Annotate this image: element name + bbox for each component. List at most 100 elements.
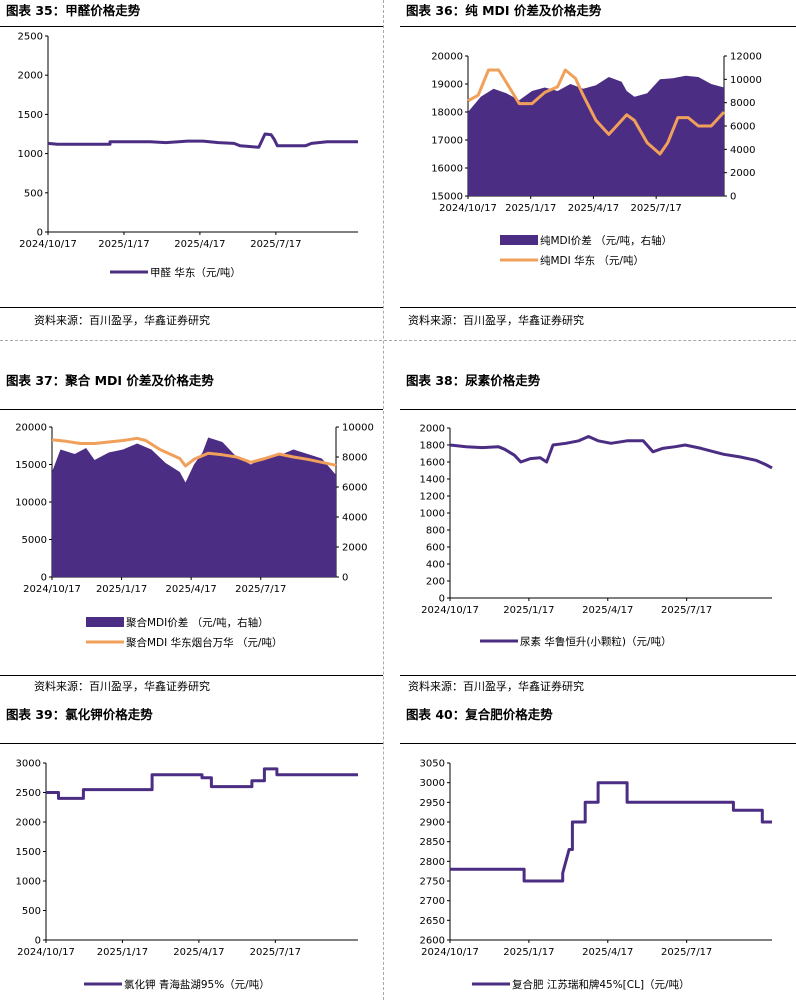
y-tick-label: 16000: [431, 164, 463, 175]
y-right-tick-label: 10000: [730, 75, 762, 86]
series-line-0: [46, 767, 358, 800]
chart-title: 图表 38：尿素价格走势: [406, 373, 541, 388]
y-tick-label: 1000: [420, 509, 445, 520]
legend-swatch: [500, 235, 538, 245]
x-tick-label: 2024/10/17: [421, 605, 479, 616]
chart-svg: 0 500 1000 1500 2000 2500 3000 2024/10/17 2025/1…: [16, 759, 358, 991]
x-tick-label: 2025/7/17: [250, 947, 301, 958]
y-right-tick-label: 4000: [730, 145, 755, 156]
x-tick-label: 2024/10/17: [19, 239, 77, 250]
chart-svg: 0 5000 10000 15000 20000 0 2000 4000 6000 8000 100…: [15, 423, 374, 650]
chart-svg: 0 200 400 600 800 1000 1200 1400 1600 1800 2000 202…: [420, 424, 773, 648]
y-tick-label: 1800: [420, 441, 445, 452]
y-tick-label: 15000: [431, 192, 463, 203]
panel-chart-35: 图表 35：甲醛价格走势 0 500 1000 1500 2000 2500 2024/10…: [0, 0, 383, 340]
x-tick-label: 2025/7/17: [250, 239, 301, 250]
x-tick-label: 2024/10/17: [23, 584, 81, 595]
y-tick-label: 500: [22, 906, 41, 917]
y-tick-label: 1500: [18, 110, 43, 121]
chart-title: 图表 35：甲醛价格走势: [6, 3, 141, 18]
x-tick-label: 2025/1/17: [505, 203, 556, 214]
y-tick-label: 5000: [22, 535, 47, 546]
series-area-0: [468, 75, 724, 196]
y-tick-label: 1400: [420, 475, 445, 486]
y-tick-label: 0: [439, 594, 445, 605]
y-tick-label: 1500: [16, 847, 41, 858]
title-rule: [0, 743, 383, 744]
y-right-tick-label: 10000: [342, 423, 374, 434]
y-tick-label: 1600: [420, 458, 445, 469]
chart-body: 0 5000 10000 15000 20000 0 2000 4000 6000 8000 100…: [15, 423, 374, 650]
x-tick-label: 2025/4/17: [166, 584, 217, 595]
y-tick-label: 1000: [16, 877, 41, 888]
chart-body: 0 500 1000 1500 2000 2500 2024/10/17 2025/1/17 2…: [18, 32, 358, 279]
chart-title: 图表 36：纯 MDI 价差及价格走势: [406, 3, 602, 18]
y-tick-label: 2600: [420, 936, 445, 947]
series-line-1: [51, 436, 337, 468]
legend-label: 复合肥 江苏瑞和牌45%[CL]（元/吨）: [512, 978, 690, 991]
y-tick-label: 2700: [420, 896, 445, 907]
source-note: 资料来源：百川盈孚，华鑫证券研究: [408, 680, 584, 693]
y-tick-label: 3050: [420, 759, 445, 770]
y-tick-label: 3000: [420, 778, 445, 789]
y-tick-label: 15000: [15, 460, 47, 471]
legend-label: 聚合MDI 华东烟台万华 （元/吨）: [126, 636, 282, 649]
legend-label: 甲醛 华东（元/吨）: [150, 266, 241, 279]
chart-svg: 2600 2650 2700 2750 2800 2850 2900 2950 3000 3050…: [420, 759, 772, 991]
y-tick-label: 2000: [420, 424, 445, 435]
x-tick-label: 2025/1/17: [97, 947, 148, 958]
panel-chart-39: 图表 39：氯化钾价格走势 0 500 1000 1500 2000 2500 3000 20…: [0, 704, 383, 1000]
y-tick-label: 1200: [420, 492, 445, 503]
y-right-tick-label: 6000: [342, 483, 367, 494]
chart-title: 图表 39：氯化钾价格走势: [6, 707, 153, 722]
chart-title: 图表 40：复合肥价格走势: [406, 707, 553, 722]
title-rule: [400, 409, 796, 410]
panel-chart-37: 图表 37：聚合 MDI 价差及价格走势 0 5000 10000 15000 2000…: [0, 370, 383, 700]
y-right-tick-label: 2000: [730, 168, 755, 179]
x-tick-label: 2025/4/17: [174, 239, 225, 250]
chart-svg: 15000 16000 17000 18000 19000 20000 0 2000 4000 6…: [431, 52, 762, 268]
x-tick-label: 2024/10/17: [439, 203, 497, 214]
y-tick-label: 2850: [420, 837, 445, 848]
y-tick-label: 2500: [16, 788, 41, 799]
panel-chart-40: 图表 40：复合肥价格走势 2600 2650 2700 2750 2800 2850 29…: [400, 704, 796, 1000]
source-note: 资料来源：百川盈孚，华鑫证券研究: [34, 680, 210, 693]
x-tick-label: 2025/4/17: [568, 203, 619, 214]
y-right-tick-label: 12000: [730, 52, 762, 63]
y-right-tick-label: 2000: [342, 543, 367, 554]
x-tick-label: 2025/1/17: [96, 584, 147, 595]
y-right-tick-label: 0: [730, 192, 736, 203]
source-rule: [400, 307, 796, 308]
y-tick-label: 0: [37, 228, 43, 239]
x-tick-label: 2025/1/17: [503, 605, 554, 616]
y-tick-label: 2750: [420, 877, 445, 888]
y-tick-label: 2500: [18, 32, 43, 43]
y-tick-label: 20000: [15, 423, 47, 434]
panel-chart-38: 图表 38：尿素价格走势 0 200 400 600 800 1000 1200 1400 16…: [400, 370, 796, 700]
legend-label: 尿素 华鲁恒升(小颗粒)（元/吨）: [520, 635, 672, 648]
y-tick-label: 18000: [431, 108, 463, 119]
y-tick-label: 2900: [420, 818, 445, 829]
x-tick-label: 2025/7/17: [235, 584, 286, 595]
x-tick-label: 2024/10/17: [17, 947, 75, 958]
legend-label: 氯化钾 青海盐湖95%（元/吨）: [124, 978, 270, 991]
y-tick-label: 400: [426, 560, 445, 571]
x-tick-label: 2024/10/17: [421, 947, 479, 958]
y-tick-label: 2000: [16, 818, 41, 829]
row-divider-1: [0, 340, 796, 341]
title-rule: [0, 409, 383, 410]
source-rule: [0, 307, 383, 308]
title-rule: [400, 743, 796, 744]
series-area-0: [52, 437, 336, 577]
y-tick-label: 2800: [420, 857, 445, 868]
chart-svg: 0 500 1000 1500 2000 2500 2024/10/17 2025/1/17 2…: [18, 32, 358, 279]
series-line-1: [467, 68, 726, 156]
center-divider: [383, 0, 384, 1000]
y-tick-label: 3000: [16, 759, 41, 770]
y-tick-label: 0: [41, 573, 47, 584]
y-tick-label: 2000: [18, 71, 43, 82]
y-tick-label: 1000: [18, 149, 43, 160]
y-tick-label: 2950: [420, 798, 445, 809]
x-tick-label: 2025/7/17: [661, 605, 712, 616]
series-line-0: [47, 132, 358, 149]
